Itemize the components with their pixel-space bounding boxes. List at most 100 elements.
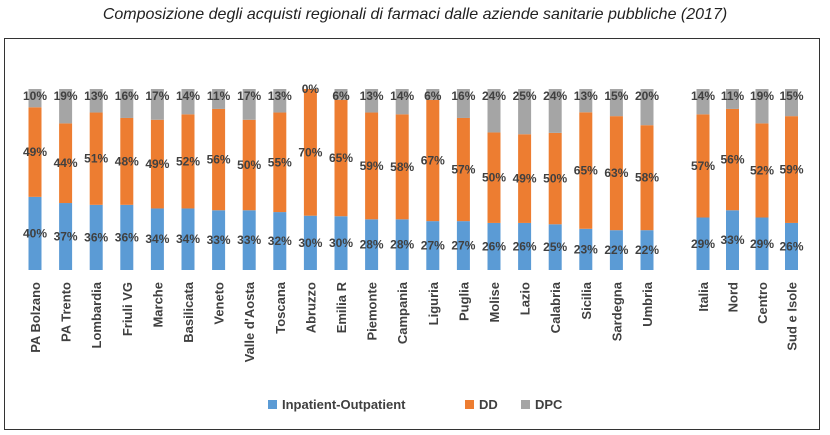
bar-dpc-emilia-r [334, 89, 348, 100]
bar-inpatient-outpatient-pa-trento [59, 203, 73, 270]
data-label-dpc-campania: 14% [390, 89, 414, 103]
legend-swatch-inpatient-outpatient [268, 400, 277, 409]
category-label-pa-bolzano: PA Bolzano [28, 282, 43, 353]
bar-dd-sud-e-isole [785, 116, 798, 223]
data-label-dpc-calabria: 24% [543, 89, 567, 103]
category-label-umbria: Umbria [640, 281, 655, 327]
bar-dd-valle-d-aosta [242, 119, 256, 211]
bar-dpc-calabria [548, 89, 562, 133]
bar-inpatient-outpatient-toscana [273, 212, 287, 270]
bar-inpatient-outpatient-lazio [518, 222, 532, 270]
bar-dpc-pa-bolzano [28, 89, 42, 108]
data-label-dpc-lazio: 25% [513, 89, 537, 103]
data-label-dd-lazio: 49% [513, 172, 537, 186]
bar-dpc-sud-e-isole [785, 89, 798, 117]
bar-inpatient-outpatient-pa-bolzano [28, 196, 42, 270]
legend-label-dpc: DPC [535, 397, 563, 412]
bar-inpatient-outpatient-veneto [212, 210, 226, 270]
data-label-inpatient-outpatient-sardegna: 22% [604, 243, 628, 257]
data-label-dpc-toscana: 13% [268, 89, 292, 103]
bar-inpatient-outpatient-abruzzo [303, 215, 317, 270]
bar-dpc-italia [696, 89, 710, 115]
bar-dd-toscana [273, 112, 287, 213]
data-label-dd-sud-e-isole: 59% [779, 163, 803, 177]
bar-dd-marche [150, 119, 164, 209]
bar-inpatient-outpatient-friuli-vg [120, 204, 134, 270]
data-labels-layer: 40% 49% 10% 37% 44% 19% 36% 51% 13% 36% 48% 16% 34% 4… [23, 82, 804, 257]
data-label-dd-abruzzo: 70% [298, 145, 322, 159]
category-label-liguria: Liguria [426, 281, 441, 325]
data-label-inpatient-outpatient-piemonte: 28% [360, 238, 384, 252]
data-label-dpc-pa-trento: 19% [54, 89, 78, 103]
bar-dd-italia [696, 114, 710, 218]
data-label-inpatient-outpatient-pa-bolzano: 40% [23, 226, 47, 240]
bar-inpatient-outpatient-sardegna [609, 230, 623, 270]
bar-dpc-sicilia [579, 89, 593, 113]
data-label-dd-emilia-r: 65% [329, 151, 353, 165]
data-label-dpc-sud-e-isole: 15% [779, 89, 803, 103]
data-label-dd-liguria: 67% [421, 153, 445, 167]
data-label-dpc-puglia: 16% [451, 89, 475, 103]
data-label-inpatient-outpatient-liguria: 27% [421, 239, 445, 253]
bar-dd-lazio [518, 134, 532, 223]
data-label-dd-nord: 56% [720, 153, 744, 167]
data-label-dd-pa-trento: 44% [54, 156, 78, 170]
bar-dpc-centro [755, 89, 769, 124]
bar-dd-basilicata [181, 114, 195, 209]
data-label-inpatient-outpatient-campania: 28% [390, 238, 414, 252]
data-label-dpc-lombardia: 13% [84, 89, 108, 103]
bar-dpc-pa-trento [59, 89, 73, 124]
bar-dd-calabria [548, 132, 562, 225]
bar-inpatient-outpatient-sicilia [579, 228, 593, 270]
data-label-dd-calabria: 50% [543, 172, 567, 186]
bar-dd-molise [487, 132, 501, 223]
category-label-campania: Campania [395, 281, 410, 344]
data-label-dpc-emilia-r: 6% [332, 89, 350, 103]
bar-dd-lombardia [89, 112, 103, 205]
data-label-dpc-marche: 17% [145, 89, 169, 103]
legend-swatch-dd [465, 400, 474, 409]
bar-dd-centro [755, 123, 769, 218]
bar-dpc-piemonte [365, 89, 379, 113]
data-label-dpc-veneto: 11% [207, 89, 231, 103]
bar-dd-veneto [212, 108, 226, 211]
bar-dpc-nord [726, 89, 739, 109]
category-labels-layer: PA Bolzano PA Trento Lombardia Friuli VG Mar… [28, 281, 800, 362]
bar-dpc-molise [487, 89, 501, 133]
data-label-inpatient-outpatient-nord: 33% [720, 233, 744, 247]
data-label-inpatient-outpatient-marche: 34% [145, 232, 169, 246]
bar-dd-piemonte [365, 112, 379, 220]
data-label-inpatient-outpatient-toscana: 32% [268, 234, 292, 248]
category-label-lazio: Lazio [518, 282, 533, 315]
bar-inpatient-outpatient-molise [487, 222, 501, 270]
data-label-dd-lombardia: 51% [84, 152, 108, 166]
bar-dpc-lombardia [89, 89, 103, 113]
bar-inpatient-outpatient-valle-d-aosta [242, 210, 256, 270]
data-label-dpc-sicilia: 13% [574, 89, 598, 103]
bar-inpatient-outpatient-campania [395, 219, 409, 270]
data-label-inpatient-outpatient-umbria: 22% [635, 243, 659, 257]
data-label-dpc-basilicata: 14% [176, 89, 200, 103]
bar-dd-liguria [426, 99, 440, 222]
category-label-puglia: Puglia [456, 281, 471, 321]
category-label-sardegna: Sardegna [609, 281, 624, 341]
data-label-dpc-umbria: 20% [635, 89, 659, 103]
bar-dpc-liguria [426, 89, 440, 100]
data-label-dpc-centro: 19% [750, 89, 774, 103]
data-label-dpc-valle-d-aosta: 17% [237, 89, 261, 103]
bar-dd-sicilia [579, 112, 593, 229]
data-label-inpatient-outpatient-valle-d-aosta: 33% [237, 233, 261, 247]
bar-inpatient-outpatient-puglia [456, 221, 470, 270]
bar-inpatient-outpatient-umbria [640, 230, 654, 270]
bar-dd-emilia-r [334, 99, 348, 217]
data-label-dpc-molise: 24% [482, 89, 506, 103]
data-label-inpatient-outpatient-sud-e-isole: 26% [779, 239, 803, 253]
data-label-dd-friuli-vg: 48% [115, 154, 139, 168]
bar-inpatient-outpatient-emilia-r [334, 216, 348, 270]
bar-dd-umbria [640, 125, 654, 231]
data-label-inpatient-outpatient-veneto: 33% [207, 233, 231, 247]
legend: Inpatient-Outpatient DD DPC [268, 397, 563, 412]
data-label-dd-molise: 50% [482, 171, 506, 185]
category-label-calabria: Calabria [548, 281, 563, 333]
data-label-dd-centro: 52% [750, 163, 774, 177]
